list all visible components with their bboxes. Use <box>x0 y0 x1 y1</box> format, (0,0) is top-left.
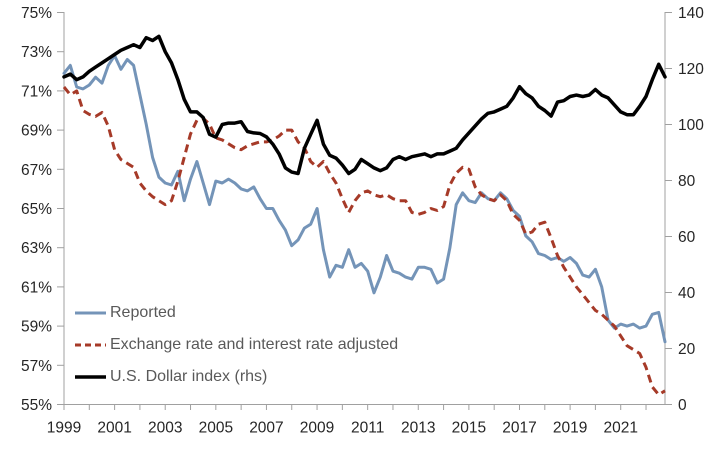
right-axis-tick-label: 60 <box>678 229 696 246</box>
x-axis-tick-label: 2013 <box>401 420 435 437</box>
left-axis-tick-label: 65% <box>21 201 52 218</box>
left-axis-tick-label: 59% <box>21 319 52 336</box>
x-axis-tick-label: 2021 <box>603 420 637 437</box>
series-line-0 <box>62 54 667 344</box>
right-axis-tick-label: 120 <box>678 61 704 78</box>
series-line-1 <box>62 86 666 397</box>
x-axis-tick-label: 2007 <box>249 420 283 437</box>
legend-item-adjusted: Exchange rate and interest rate adjusted <box>74 329 398 361</box>
x-axis-tick-label: 2005 <box>199 420 233 437</box>
left-axis-tick-label: 61% <box>21 279 52 296</box>
x-axis-tick-label: 2019 <box>553 420 587 437</box>
x-axis-tick-label: 2003 <box>148 420 182 437</box>
left-axis-tick-label: 63% <box>21 240 52 257</box>
reported-line-sample <box>75 311 106 315</box>
legend-item-dollar-index: U.S. Dollar index (rhs) <box>74 361 398 393</box>
right-axis-tick-label: 20 <box>678 341 696 358</box>
legend-label-reported: Reported <box>110 304 176 321</box>
x-axis-tick-label: 2017 <box>502 420 536 437</box>
legend-item-reported: Reported <box>74 297 398 329</box>
legend: Reported Exchange rate and interest rate… <box>74 297 398 393</box>
left-axis-tick-label: 75% <box>21 5 52 22</box>
left-axis-tick-label: 69% <box>21 123 52 140</box>
left-axis-tick-label: 73% <box>21 44 52 61</box>
right-axis-tick-label: 140 <box>678 5 704 22</box>
dollar-index-line-sample <box>75 375 106 379</box>
x-axis-tick-label: 2015 <box>452 420 486 437</box>
left-axis-tick-label: 67% <box>21 162 52 179</box>
series-lines <box>62 34 667 397</box>
x-axis-tick-label: 1999 <box>47 420 81 437</box>
right-axis-tick-label: 0 <box>678 397 687 414</box>
adjusted-line-sample <box>75 343 106 347</box>
series-line-2 <box>62 34 667 176</box>
left-axis-tick-label: 57% <box>21 358 52 375</box>
x-axis-tick-label: 2011 <box>351 420 384 437</box>
legend-label-adjusted: Exchange rate and interest rate adjusted <box>110 336 399 353</box>
left-axis-tick-label: 55% <box>21 397 52 414</box>
right-axis-tick-label: 100 <box>678 117 704 134</box>
right-axis-tick-label: 40 <box>678 285 696 302</box>
axes: 55% 57% 59% 61% 63% 65% 67% 69% 71% 73% 75% 0 20 40 60… <box>21 5 704 437</box>
x-axis-tick-label: 2001 <box>97 420 131 437</box>
right-axis-tick-label: 80 <box>678 173 696 190</box>
left-axis-tick-label: 71% <box>21 83 52 100</box>
legend-label-dollar-index: U.S. Dollar index (rhs) <box>110 368 268 385</box>
x-axis-tick-label: 2009 <box>300 420 334 437</box>
